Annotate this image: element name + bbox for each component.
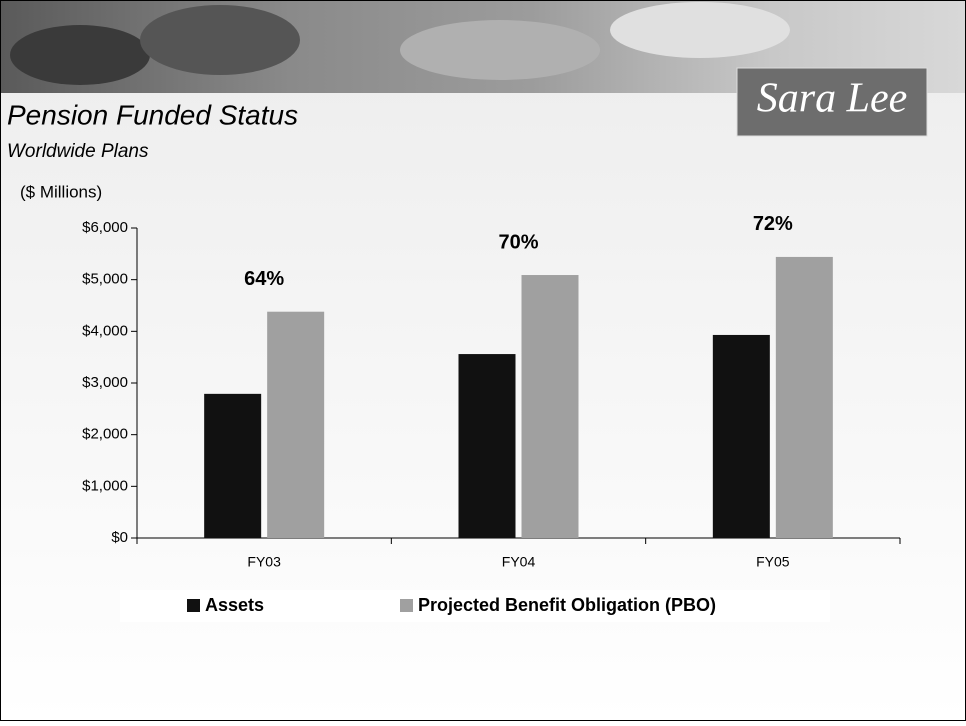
bar xyxy=(458,354,516,538)
y-tick-label: $4,000 xyxy=(82,322,128,339)
banner-shape xyxy=(140,5,300,75)
funded-ratio-label: 64% xyxy=(244,268,284,290)
bar xyxy=(775,256,833,538)
y-tick-label: $3,000 xyxy=(82,374,128,391)
bar xyxy=(204,393,262,538)
bar xyxy=(521,275,579,538)
logo-box xyxy=(736,67,928,137)
y-tick-label: $0 xyxy=(111,529,128,546)
banner-shape xyxy=(400,20,600,80)
funded-ratio-label: 72% xyxy=(753,213,793,235)
legend-swatch xyxy=(400,599,413,612)
legend-box xyxy=(120,590,830,622)
x-tick-label: FY05 xyxy=(756,554,790,570)
y-tick-label: $5,000 xyxy=(82,271,128,288)
x-tick-label: FY03 xyxy=(247,554,281,570)
y-tick-label: $1,000 xyxy=(82,477,128,494)
chart-title: Pension Funded Status xyxy=(7,99,298,130)
y-axis-label: ($ Millions) xyxy=(20,182,102,201)
legend-label: Assets xyxy=(205,595,264,615)
banner-shape xyxy=(610,2,790,58)
banner-shape xyxy=(10,25,150,85)
legend-swatch xyxy=(187,599,200,612)
chart-subtitle: Worldwide Plans xyxy=(7,141,149,162)
y-tick-label: $6,000 xyxy=(82,219,128,236)
funded-ratio-label: 70% xyxy=(498,231,538,253)
legend-label: Projected Benefit Obligation (PBO) xyxy=(418,595,716,615)
bar xyxy=(267,311,325,538)
x-tick-label: FY04 xyxy=(502,554,536,570)
y-tick-label: $2,000 xyxy=(82,426,128,443)
bar xyxy=(712,334,770,538)
logo: Sara Lee xyxy=(757,76,908,122)
